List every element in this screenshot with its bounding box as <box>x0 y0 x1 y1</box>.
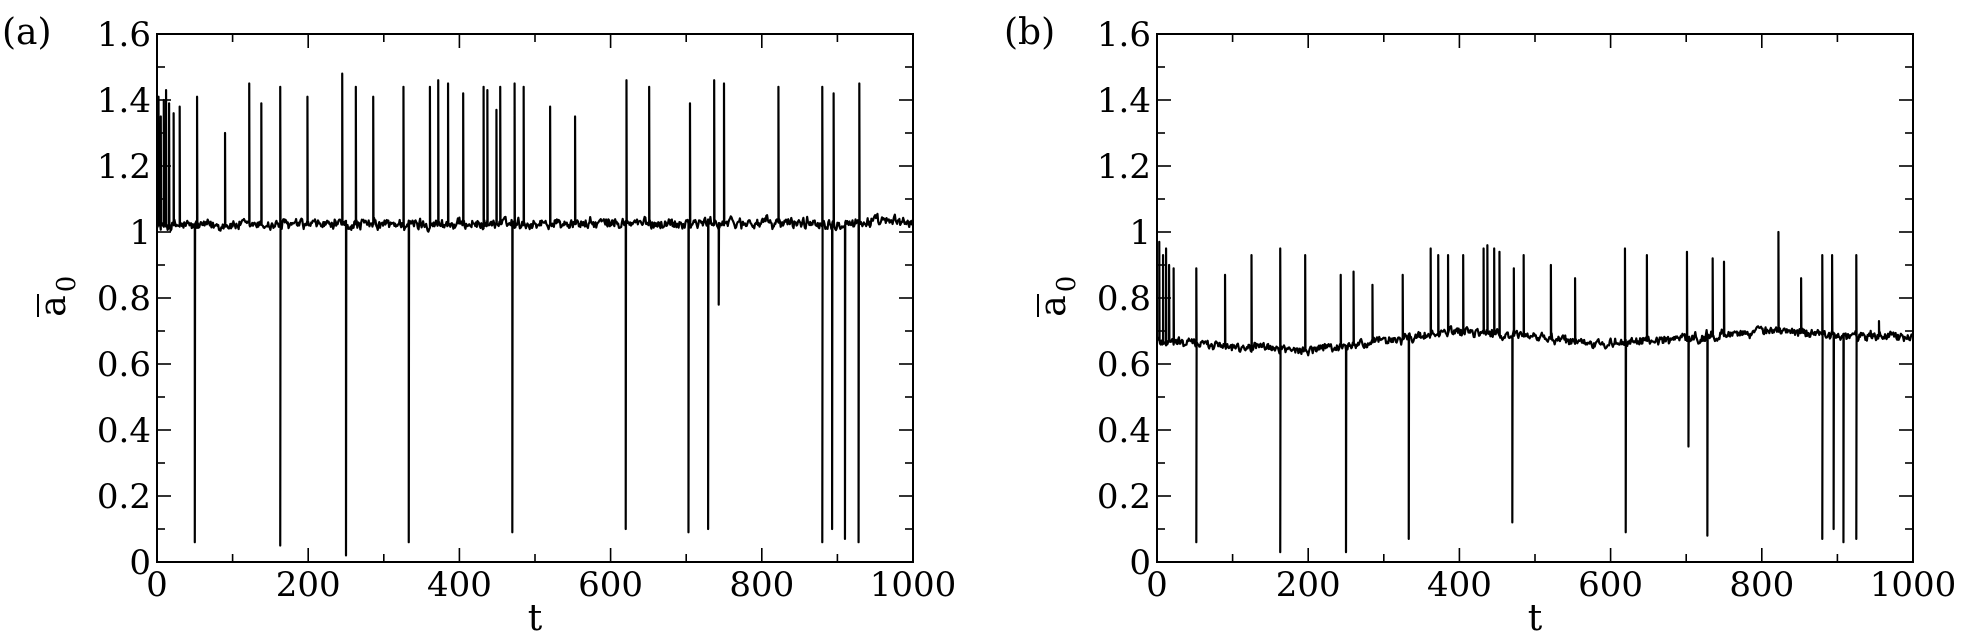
chart-a-svg: (a) 0 200 400 600 800 1000 0 0.2 0.4 0.6 0.8 1 1.2 1.4… <box>2 12 957 639</box>
x-axis-label: t <box>528 598 543 639</box>
x-tick-label: 200 <box>1276 565 1341 605</box>
y-tick-label: 0.4 <box>1097 411 1151 451</box>
y-tick-label: 1.4 <box>1097 81 1151 121</box>
y-tick-label: 1.6 <box>1097 15 1151 55</box>
panel-label: (a) <box>2 12 52 53</box>
y-tick-label: 1 <box>1129 213 1151 253</box>
y-tick-label: 0.4 <box>97 411 151 451</box>
y-axis-label-main: a <box>1033 295 1074 316</box>
y-tick-label: 0 <box>1129 543 1151 583</box>
y-tick-label: 0.8 <box>1097 279 1151 319</box>
plot-frame <box>156 33 914 563</box>
x-tick-label: 400 <box>427 565 492 605</box>
x-tick-label: 200 <box>276 565 341 605</box>
y-axis-label-main: a <box>33 295 74 316</box>
y-tick-label: 1.2 <box>1097 147 1151 187</box>
x-axis-label: t <box>1528 598 1543 639</box>
y-axis-label: a0 <box>33 276 82 317</box>
y-tick-label: 0.2 <box>97 477 151 517</box>
y-tick-label: 0.6 <box>1097 345 1151 385</box>
x-tick-label: 600 <box>1578 565 1643 605</box>
x-tick-label: 800 <box>1729 565 1794 605</box>
x-tick-label: 600 <box>578 565 643 605</box>
y-axis-label: a0 <box>1033 276 1082 317</box>
panel-label: (b) <box>1004 12 1055 53</box>
y-tick-label: 0.6 <box>97 345 151 385</box>
series-line <box>1157 230 1913 554</box>
chart-panel-a: (a) 0 200 400 600 800 1000 0 0.2 0.4 0.6 0.8 1 1.2 1.4… <box>0 0 986 643</box>
y-tick-label: 1.4 <box>97 81 151 121</box>
y-tick-label: 0 <box>129 543 151 583</box>
x-tick-label: 0 <box>146 565 168 605</box>
y-tick-label: 1.2 <box>97 147 151 187</box>
x-tick-label: 0 <box>1146 565 1168 605</box>
chart-panel-b: (b) 0 200 400 600 800 1000 0 0.2 0.4 0.6 0.8 1 1.2 1.4… <box>1004 0 1973 643</box>
x-tick-label: 1000 <box>870 565 957 605</box>
x-tick-label: 800 <box>729 565 794 605</box>
plot-frame <box>1156 33 1914 563</box>
y-axis-label-subscript: 0 <box>1052 276 1082 293</box>
x-tick-label: 400 <box>1427 565 1492 605</box>
y-axis-label-subscript: 0 <box>52 276 82 293</box>
y-tick-label: 0.8 <box>97 279 151 319</box>
chart-b-svg: (b) 0 200 400 600 800 1000 0 0.2 0.4 0.6 0.8 1 1.2 1.4… <box>1004 12 1957 639</box>
y-tick-label: 1 <box>129 213 151 253</box>
y-tick-label: 1.6 <box>97 15 151 55</box>
x-tick-label: 1000 <box>1870 565 1957 605</box>
y-tick-label: 0.2 <box>1097 477 1151 517</box>
series-line <box>157 72 913 557</box>
